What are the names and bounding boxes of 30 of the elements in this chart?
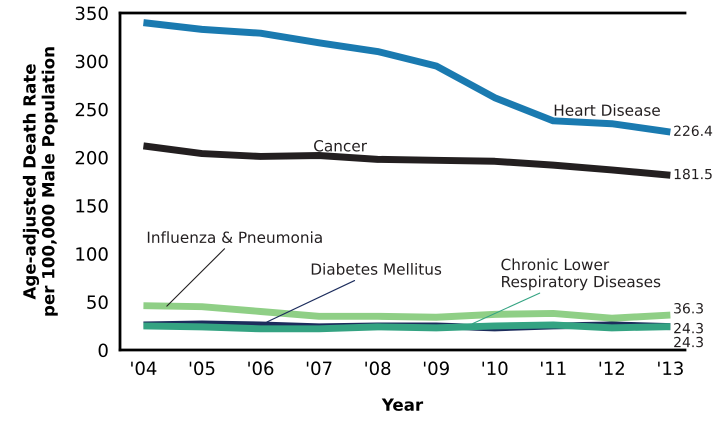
x-tick-label: '13: [658, 361, 683, 376]
x-tick-label: '04: [131, 361, 156, 376]
x-axis-title: Year: [382, 398, 424, 411]
text: Diabetes Mellitus: [312, 263, 442, 275]
y-tick-label: 200: [76, 150, 108, 165]
y-axis-title: Age-adjusted Death Rate per 100,000 Male Population: [22, 47, 58, 316]
x-tick-label: '05: [190, 361, 214, 376]
y-tick-label: 250: [76, 102, 108, 116]
y-tick-label: 350: [76, 6, 108, 20]
data-label: 226.4: [674, 126, 712, 136]
x-tick-label: '12: [600, 361, 624, 375]
data-label: 36.3: [674, 303, 703, 314]
y-tick-label: 50: [87, 295, 108, 309]
data-label: 24.3: [674, 336, 703, 348]
data-label: 24.3: [674, 322, 703, 334]
x-tick-label: '08: [365, 361, 390, 376]
x-tick-label: '11: [541, 362, 566, 375]
x-tick-label: '10: [482, 361, 508, 376]
y-tick-label: 0: [98, 343, 108, 358]
y-tick-label: 100: [76, 247, 108, 261]
text: Chronic Lower Respiratory Diseases: [501, 258, 660, 290]
text: Influenza & Pneumonia: [148, 231, 322, 244]
x-tick-label: '07: [306, 361, 332, 376]
series-label: Cancer: [314, 140, 368, 152]
series-label: Heart Disease: [554, 104, 660, 116]
y-tick-label: 150: [76, 199, 108, 213]
x-tick-label: '06: [248, 361, 274, 376]
data-label: 181.5: [674, 168, 712, 180]
x-tick-label: '09: [424, 361, 449, 376]
y-tick-label: 300: [76, 54, 108, 68]
